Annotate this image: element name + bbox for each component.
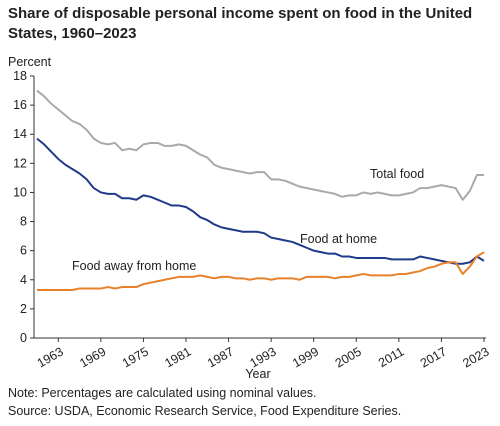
- x-tick-label: 1963: [35, 344, 66, 370]
- series-line: [36, 137, 485, 265]
- series-line: [36, 89, 484, 201]
- y-tick-label: 0: [20, 331, 27, 345]
- series-label: Total food: [370, 167, 424, 181]
- y-tick-label: 8: [20, 215, 27, 229]
- y-axis-label: Percent: [8, 55, 52, 69]
- x-tick-label: 2005: [333, 344, 364, 370]
- series-label: Food at home: [300, 232, 377, 246]
- x-axis-label: Year: [245, 367, 270, 381]
- y-tick-label: 12: [13, 156, 27, 170]
- x-tick-label: 2017: [418, 344, 449, 370]
- chart-title: Share of disposable personal income spen…: [8, 5, 473, 42]
- source: Source: USDA, Economic Research Service,…: [8, 404, 402, 418]
- y-tick-label: 18: [13, 69, 27, 83]
- x-tick-label: 2011: [376, 344, 406, 370]
- series-label: Food away from home: [72, 259, 196, 273]
- y-tick-label: 10: [13, 185, 27, 199]
- series-line: [37, 251, 485, 291]
- y-tick-label: 6: [20, 244, 27, 258]
- y-tick-label: 4: [20, 273, 27, 287]
- y-tick-label: 14: [13, 127, 27, 141]
- x-tick-label: 2023: [460, 344, 491, 370]
- x-tick-label: 1999: [290, 344, 321, 370]
- y-tick-label: 2: [20, 302, 27, 316]
- x-tick-label: 1969: [77, 344, 108, 370]
- x-tick-label: 1975: [120, 344, 151, 370]
- note: Note: Percentages are calculated using n…: [8, 386, 317, 400]
- x-tick-label: 1987: [205, 344, 236, 370]
- y-tick-label: 16: [13, 98, 27, 112]
- x-tick-label: 1981: [162, 344, 193, 370]
